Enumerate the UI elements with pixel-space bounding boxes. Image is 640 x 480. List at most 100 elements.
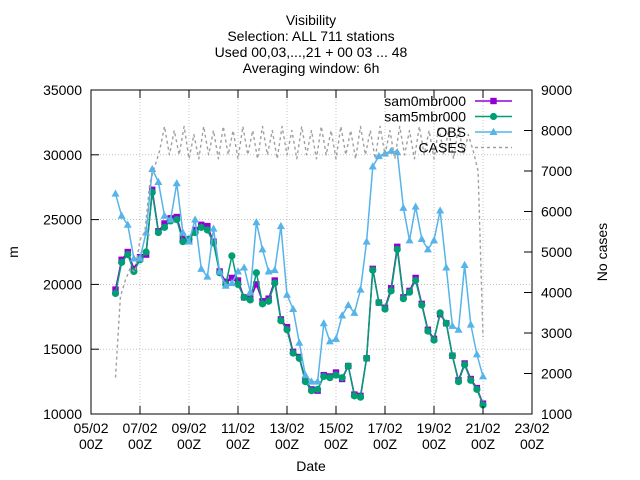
x-tick-label: 00Z: [520, 436, 545, 452]
data-point: [393, 148, 402, 156]
data-point: [179, 238, 187, 246]
legend-marker: [489, 112, 498, 121]
y2-tick-label: 1000: [541, 406, 572, 422]
x-tick-label: 00Z: [324, 436, 349, 452]
data-point: [246, 296, 254, 304]
title-line-2: Used 00,03,...,21 + 00 03 ... 48: [215, 44, 408, 60]
data-point: [252, 269, 260, 277]
legend-label: sam0mbr000: [384, 93, 466, 109]
data-point: [111, 189, 120, 197]
data-point: [405, 236, 414, 244]
y-tick-label: 30000: [43, 147, 82, 163]
x-tick-label: 17/02: [367, 420, 402, 436]
data-point: [307, 377, 316, 385]
series-obs: [111, 146, 487, 385]
x-tick-label: 23/02: [514, 420, 549, 436]
data-point: [314, 385, 322, 393]
y-tick-label: 15000: [43, 341, 82, 357]
data-point: [313, 377, 322, 385]
data-point: [344, 300, 353, 309]
data-point: [412, 276, 420, 285]
data-point: [118, 258, 126, 266]
y2-tick-label: 8000: [541, 123, 572, 139]
data-point: [123, 220, 132, 228]
data-point: [448, 352, 456, 360]
data-point: [350, 392, 358, 400]
data-point: [283, 326, 291, 334]
data-point: [270, 265, 279, 274]
data-point: [368, 162, 377, 170]
data-point: [228, 274, 236, 282]
data-point: [172, 179, 181, 187]
data-point: [460, 260, 469, 268]
data-point: [320, 372, 328, 381]
data-point: [227, 278, 236, 287]
y2-tick-label: 6000: [541, 204, 572, 220]
data-point: [234, 277, 242, 284]
data-point: [228, 252, 236, 260]
legend-item: OBS: [436, 124, 512, 140]
data-point: [393, 245, 401, 254]
x-tick-label: 09/02: [171, 420, 206, 436]
x-tick-label: 11/02: [221, 420, 255, 436]
legend-label: sam5mbr000: [384, 109, 466, 125]
data-point: [405, 288, 414, 296]
data-point: [240, 293, 248, 301]
data-point: [411, 202, 420, 210]
data-point: [124, 250, 132, 259]
data-point: [264, 267, 273, 275]
data-point: [178, 228, 187, 236]
data-point: [479, 372, 487, 380]
data-point: [191, 215, 200, 223]
data-point: [381, 305, 389, 313]
series-layer: [111, 125, 487, 409]
data-point: [423, 245, 432, 253]
data-point: [204, 222, 211, 230]
data-point: [117, 211, 126, 219]
data-point: [234, 280, 242, 288]
y2-tick-label: 7000: [541, 163, 572, 179]
data-point: [173, 216, 181, 224]
data-point: [387, 287, 395, 295]
data-point: [430, 336, 438, 344]
legend-label: OBS: [436, 124, 466, 140]
data-point: [461, 361, 469, 369]
legend-label: CASES: [419, 140, 466, 156]
data-point: [283, 290, 291, 298]
data-point: [417, 234, 426, 243]
data-point: [271, 279, 279, 287]
data-point: [473, 385, 481, 393]
x-tick-label: 15/02: [318, 420, 353, 436]
data-point: [301, 378, 309, 386]
data-point: [276, 221, 285, 230]
data-point: [148, 164, 157, 173]
data-point: [454, 325, 463, 333]
data-point: [319, 319, 328, 327]
data-point: [142, 248, 150, 256]
y2-tick-label: 4000: [541, 285, 572, 301]
y-tick-label: 25000: [43, 212, 82, 228]
data-point: [344, 362, 352, 370]
data-point: [436, 206, 445, 214]
x-tick-label: 00Z: [422, 436, 447, 452]
data-point: [332, 334, 340, 342]
data-point: [203, 272, 212, 280]
data-point: [375, 298, 383, 307]
x-tick-label: 05/02: [73, 420, 108, 436]
data-point: [234, 267, 242, 275]
data-point: [479, 401, 487, 409]
data-point: [221, 281, 230, 289]
legend-item: CASES: [419, 140, 512, 156]
data-point: [399, 203, 408, 211]
data-point: [111, 289, 120, 298]
data-point: [448, 321, 457, 329]
data-point: [356, 285, 365, 293]
data-point: [338, 311, 347, 319]
data-point: [197, 264, 206, 272]
data-point: [436, 309, 444, 317]
data-point: [363, 354, 371, 362]
data-point: [154, 177, 163, 186]
data-point: [289, 304, 298, 313]
x-tick-label: 00Z: [226, 436, 251, 452]
